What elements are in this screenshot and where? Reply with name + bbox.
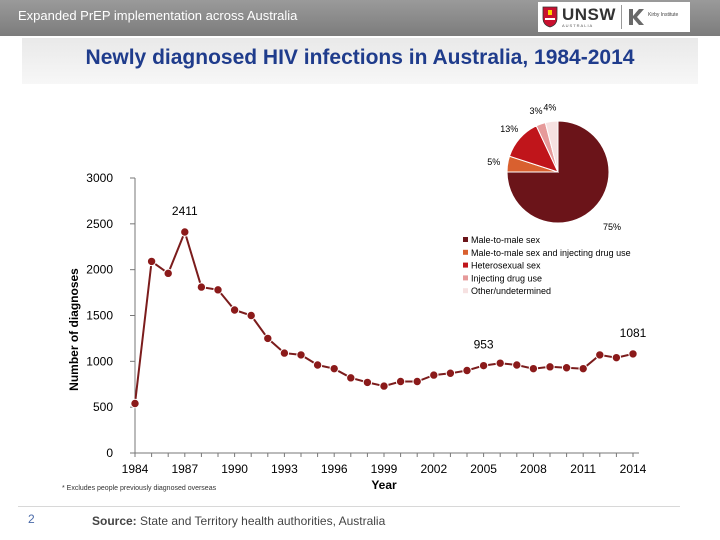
logo-wordmark: UNSW [562,5,616,24]
data-point [578,363,588,374]
data-point [296,350,306,360]
data-point [429,370,439,380]
x-tick-label: 1987 [171,462,198,476]
top-bar: Expanded PrEP implementation across Aust… [0,0,720,36]
x-tick-label: 1984 [122,462,149,476]
data-point [545,362,555,372]
y-tick-label: 3000 [86,171,113,185]
data-label: 2411 [172,204,198,218]
data-point [379,381,389,391]
data-point [279,348,290,358]
pie-label: 3% [529,106,542,116]
kirby-k-icon [629,9,644,25]
legend-label: Injecting drug use [471,273,542,283]
data-point [229,305,240,315]
legend-swatch [463,288,468,294]
x-tick-label: 2005 [470,462,497,476]
x-tick-label: 2008 [520,462,547,476]
data-point [246,310,256,321]
x-tick-label: 2002 [420,462,447,476]
pie-label: 4% [543,103,556,113]
source-note: Source: State and Territory health autho… [92,514,385,528]
pie-slice [544,120,559,173]
data-point [180,227,190,237]
y-axis-label: Number of diagnoses [67,268,81,391]
unsw-logo: UNSW AUSTRALIA Kirby Institute [538,2,690,32]
x-tick-label: 1996 [321,462,348,476]
legend-swatch [463,249,468,255]
data-point [412,376,422,387]
partner-logo-text: Kirby Institute [648,12,679,18]
data-point [329,363,339,374]
y-tick-label: 2500 [86,217,113,231]
y-tick-label: 2000 [86,263,113,277]
data-point [628,349,638,359]
data-point [445,368,456,378]
footnote: * Excludes people previously diagnosed o… [62,485,217,492]
page-number: 2 [28,512,35,526]
data-point [395,376,406,387]
data-point [595,350,605,360]
title-band: Newly diagnosed HIV infections in Austra… [22,38,698,84]
legend-label: Male-to-male sex and injecting drug use [471,248,631,258]
x-tick-label: 1990 [221,462,248,476]
data-point [163,268,173,279]
data-point [611,352,622,363]
logo-subtext: AUSTRALIA [562,23,594,28]
page-title: Newly diagnosed HIV infections in Austra… [85,46,635,69]
x-tick-label: 2011 [570,462,596,476]
y-tick-label: 1500 [86,309,113,323]
x-tick-label: 2014 [620,462,647,476]
legend-swatch [463,237,468,242]
x-axis-label: Year [371,478,397,492]
data-point [528,363,539,374]
data-point [263,333,273,344]
pie-label: 5% [487,157,500,167]
data-point [196,282,207,292]
legend-label: Heterosexual sex [471,261,541,271]
logo-divider [621,5,622,29]
data-point [346,373,356,383]
y-tick-label: 1000 [86,354,113,368]
footer-divider [18,506,680,507]
legend-swatch [463,275,468,281]
y-tick-label: 0 [106,446,113,460]
pie-label: 13% [500,124,518,134]
x-tick-label: 1993 [271,462,298,476]
data-label: 1081 [620,326,647,340]
data-point [130,398,140,409]
data-point [495,358,505,368]
presentation-title: Expanded PrEP implementation across Aust… [18,8,298,23]
source-text: State and Territory health authorities, … [136,514,386,528]
data-point [462,365,472,376]
pie-label: 75% [603,222,621,232]
data-point [362,377,373,388]
data-label: 953 [474,338,494,352]
data-point [561,363,572,373]
pie-slice [506,120,610,224]
legend-label: Other/undetermined [471,286,551,296]
data-point [312,360,323,370]
data-point [478,360,489,371]
y-tick-label: 500 [93,400,113,414]
data-point [512,360,522,370]
legend-label: Male-to-male sex [471,235,541,245]
crest-icon [542,6,558,28]
data-point [146,256,157,267]
legend-swatch [463,262,468,268]
data-point [213,285,223,295]
source-label: Source: [92,514,137,528]
x-tick-label: 1999 [371,462,398,476]
